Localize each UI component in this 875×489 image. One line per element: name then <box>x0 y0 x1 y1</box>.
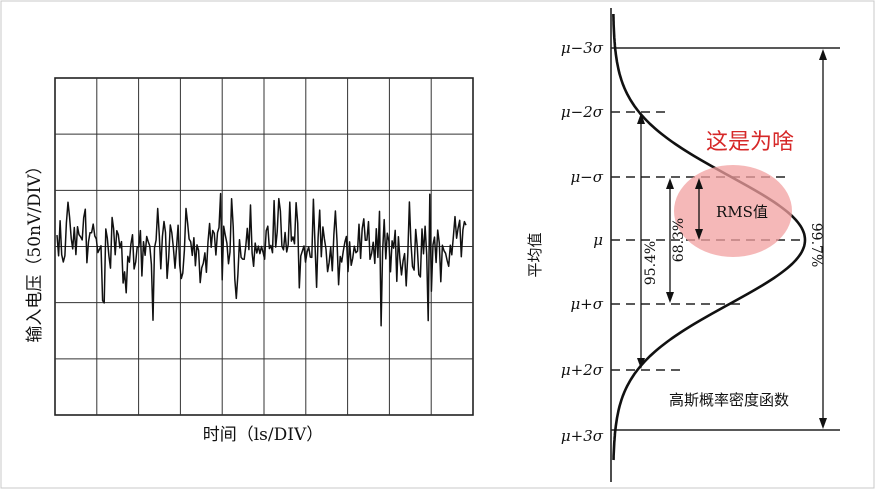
gaussian-curve <box>612 14 807 461</box>
two-sigma-percent: 95.4% <box>643 241 659 285</box>
sigma-label-minus-1: μ−σ <box>570 168 603 186</box>
question-annotation: 这是为啥 <box>706 130 794 155</box>
sigma-label-mean: μ <box>593 231 603 249</box>
mean-axis-label: 平均值 <box>526 232 544 277</box>
y-axis-label: 输入电压（50nV/DIV） <box>25 157 45 342</box>
sigma-label-plus-1: μ+σ <box>570 295 603 313</box>
two-sigma-span-arrow <box>637 113 645 369</box>
scope-grid <box>55 78 473 415</box>
curve-caption: 高斯概率密度函数 <box>669 391 789 409</box>
rms-label: RMS值 <box>716 203 768 221</box>
sigma-label-plus-2: μ+2σ <box>561 361 604 379</box>
oscilloscope-panel: 输入电压（50nV/DIV） 时间（ls/DIV） <box>25 77 474 445</box>
one-sigma-percent: 68.3% <box>671 218 687 262</box>
gaussian-panel: μ−3σ μ−2σ μ−σ μ μ+σ μ+2σ μ+3σ 平均值 95.4% … <box>526 8 840 482</box>
sigma-label-minus-2: μ−2σ <box>561 103 604 121</box>
x-axis-label: 时间（ls/DIV） <box>203 425 324 445</box>
sigma-label-plus-3: μ+3σ <box>561 427 604 445</box>
rms-highlight-ellipse <box>674 165 792 257</box>
one-sigma-span-arrow <box>666 178 674 303</box>
noise-trace <box>56 192 467 327</box>
three-sigma-span-arrow <box>819 49 827 429</box>
rms-span-arrow <box>695 178 703 240</box>
three-sigma-percent: 99.7% <box>808 223 824 267</box>
sigma-label-minus-3: μ−3σ <box>561 39 604 57</box>
